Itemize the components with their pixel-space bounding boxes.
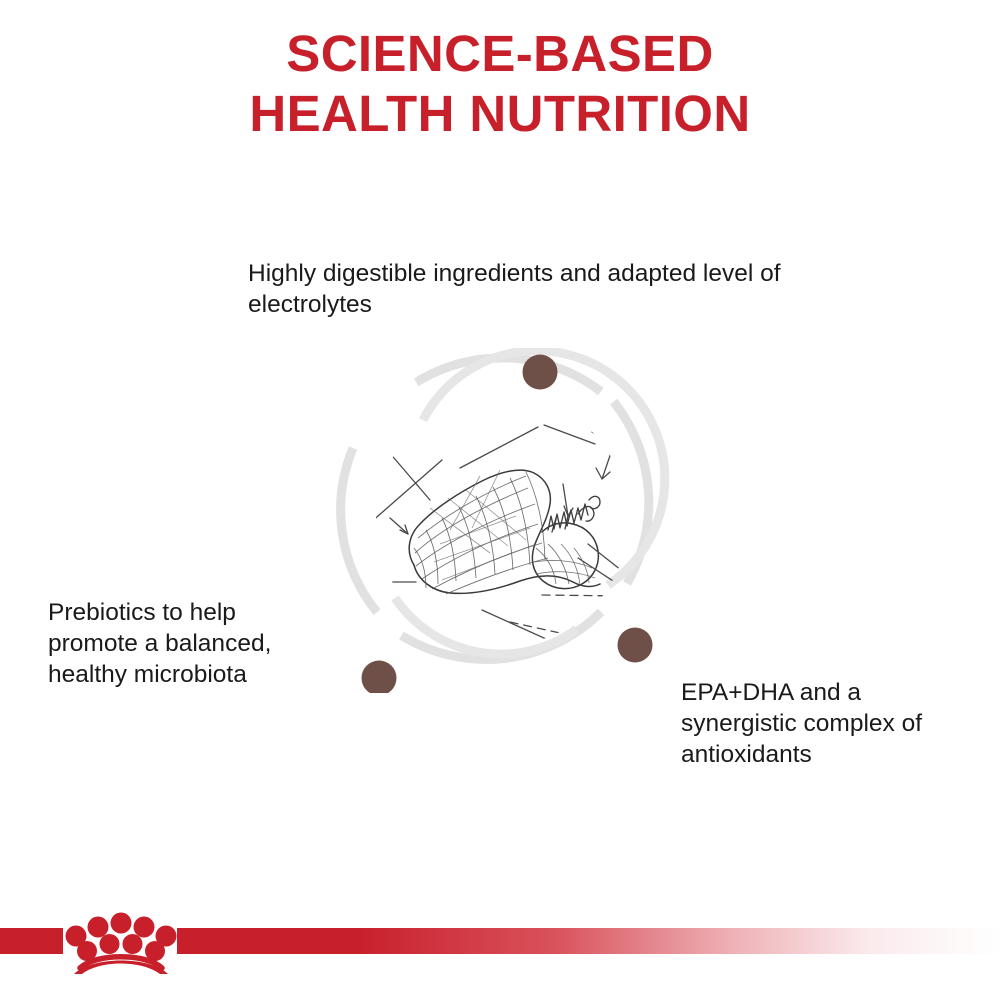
footer-bar-left-segment bbox=[0, 928, 63, 954]
callout-text-epa-dha: EPA+DHA and a synergistic complex of ant… bbox=[681, 679, 923, 768]
page-title: SCIENCE-BASED HEALTH NUTRITION bbox=[0, 24, 1000, 144]
inner-ring bbox=[391, 348, 670, 659]
benefit-dot-top bbox=[522, 354, 558, 390]
royal-canin-crown-icon bbox=[62, 908, 180, 976]
callout-text-digestibility: Highly digestible ingredients and adapte… bbox=[248, 260, 781, 318]
benefits-orbit-diagram bbox=[330, 348, 675, 693]
footer-brand-bar bbox=[0, 928, 1000, 954]
benefit-dot-bottom-left bbox=[361, 660, 397, 693]
benefit-dot-bottom-right bbox=[617, 627, 653, 663]
page-title-line-2: HEALTH NUTRITION bbox=[249, 85, 751, 142]
callout-text-prebiotics: Prebiotics to help promote a balanced, h… bbox=[48, 599, 272, 688]
footer-bar-right-segment bbox=[177, 928, 1000, 954]
page-title-line-1: SCIENCE-BASED bbox=[286, 25, 714, 82]
